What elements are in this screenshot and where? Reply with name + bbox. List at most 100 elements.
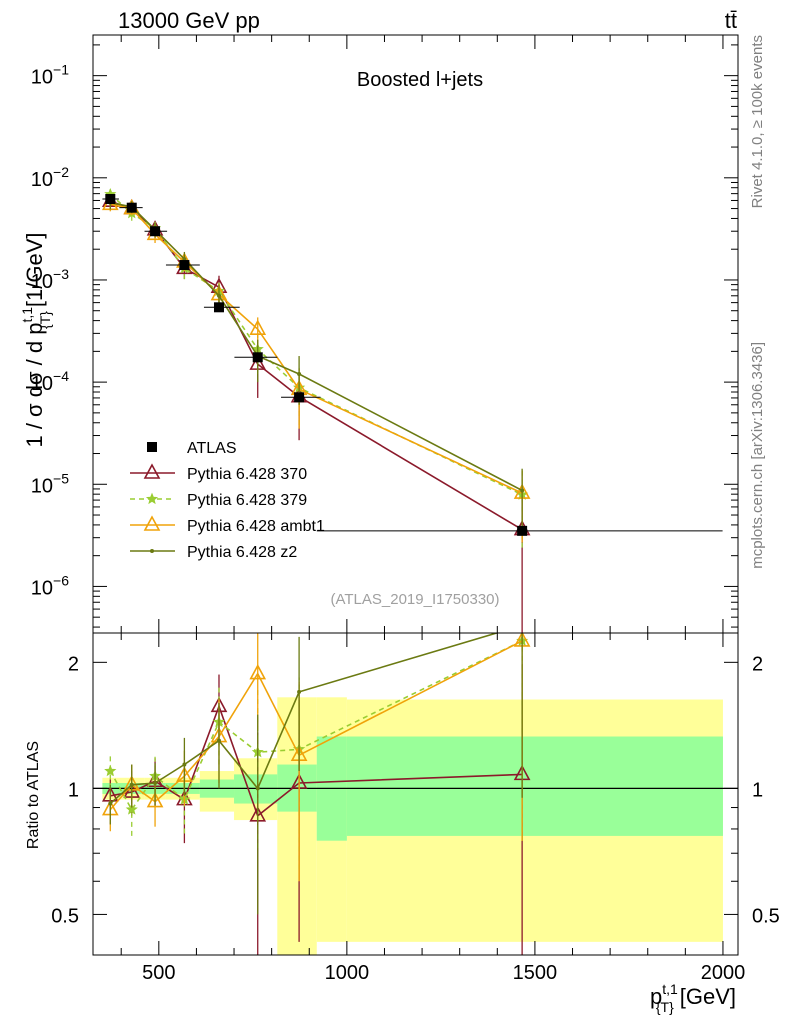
ratio-y-tick-label-right: 2 [752,653,763,675]
ratio-marker [249,663,267,680]
main-y-tick-exp: −4 [53,368,69,384]
x-axis-label-unit: [GeV] [680,984,736,1009]
main-y-tick-exp: −2 [53,164,69,180]
main-y-tick-label: 10−1 [31,62,69,89]
ratio-line [109,633,500,805]
y-axis-label-sup: t,1 [19,307,35,323]
series-marker [297,372,302,377]
data-point [294,392,305,403]
series-marker [216,293,221,298]
ratio-marker [216,738,221,743]
legend-label: Pythia 6.428 z2 [187,544,297,561]
main-axes: 10−110−210−310−410−510−6 [31,35,738,633]
main-y-tick-base: 10 [31,373,53,395]
ratio-y-tick-label: 0.5 [51,905,79,927]
series-marker [249,319,267,335]
main-y-tick-exp: −3 [53,266,69,282]
main-y-tick-label: 10−4 [31,368,69,395]
main-y-tick-base: 10 [31,577,53,599]
header-left-title: 13000 GeV pp [118,8,260,33]
x-tick-label: 500 [142,962,175,984]
ratio-marker [104,764,117,777]
x-axis-label-sup: t,1 [662,981,678,997]
ratio-y-tick-label: 1 [68,779,79,801]
analysis-watermark: (ATLAS_2019_I1750330) [330,591,499,608]
y-axis-label: 1 / σ dσ / d pt,1 {T} [1/GeV] [19,232,53,447]
series-0 [101,191,531,633]
x-tick-label: 1000 [325,962,370,984]
ratio-line [109,640,523,811]
rivet-label: Rivet 4.1.0, ≥ 100k events [749,35,766,208]
data-point [126,202,137,213]
legend: ATLAS Pythia 6.428 370 Pythia 6.428 379 Pyt… [130,440,325,561]
data-points [102,194,723,536]
ratio-marker [297,689,302,694]
data-point [105,194,116,205]
main-y-tick-exp: −5 [53,470,69,486]
ratio-marker [153,780,158,785]
mcplots-label: mcplots.cern.ch [arXiv:1306.3436] [749,342,766,569]
x-axis-label-sub: {T} [656,999,674,1015]
ratio-panel: 2 2 1 1 0.5 0.5 500 1000 1500 2000 Ratio to ATLAS… [25,632,780,1015]
main-y-tick-exp: −6 [53,572,69,588]
ratio-marker [125,803,138,815]
ratio-y-tick-label-right: 1 [752,779,763,801]
legend-data-marker [147,442,157,452]
series-line [110,201,523,492]
ratio-marker [146,791,164,808]
series-2 [101,194,531,543]
ratio-axes: 2 2 1 1 0.5 0.5 500 1000 1500 2000 [51,633,780,984]
ratio-y-tick-label: 2 [68,653,79,675]
x-axis-label-main: p [650,984,662,1009]
band-inner [346,736,723,836]
main-title: Boosted l+jets [357,69,483,91]
y-axis-label-main: 1 / σ dσ / d p [22,323,47,448]
legend-marker [143,515,161,531]
series-line [109,193,523,496]
band-outer [277,697,317,955]
ratio-series [101,633,531,955]
header-right-title: tt̄ [725,8,737,33]
ratio-marker [182,762,187,767]
main-y-tick-label: 10−5 [31,470,69,497]
ratio-marker [108,801,113,806]
main-y-tick-base: 10 [31,67,53,89]
data-point [179,260,190,271]
main-y-tick-exp: −1 [53,62,69,78]
main-y-tick-label: 10−6 [31,572,69,599]
main-y-tick-label: 10−3 [31,266,69,293]
main-y-tick-base: 10 [31,169,53,191]
data-point [517,525,528,536]
legend-label: ATLAS [187,440,237,457]
ratio-frame [92,632,739,956]
data-point [213,302,224,313]
legend-marker [150,549,154,553]
x-axis-label: pt,1 {T} [GeV] [650,981,736,1015]
y-axis-label-unit: [1/GeV] [22,232,47,307]
ratio-y-tick-label-right: 0.5 [752,905,780,927]
uncertainty-bands [93,697,738,955]
legend-label: Pythia 6.428 379 [187,492,307,509]
ratio-marker [255,786,260,791]
x-tick-label: 2000 [701,962,746,984]
legend-label: Pythia 6.428 370 [187,466,307,483]
y-axis-label-sub: {T} [37,311,53,329]
ratio-marker [129,782,134,787]
ratio-line [109,640,523,812]
data-point [252,352,263,363]
ratio-series-clipped [101,633,531,955]
ratio-y-label: Ratio to ATLAS [25,741,42,849]
legend-marker [143,463,161,479]
main-series [101,187,723,633]
x-tick-label: 1500 [513,962,558,984]
main-y-tick-base: 10 [31,271,53,293]
main-panel: Boosted l+jets (ATLAS_2019_I1750330) 10−… [19,34,739,634]
ratio-series-3 [108,633,523,915]
legend-label: Pythia 6.428 ambt1 [187,518,325,535]
main-y-tick-label: 10−2 [31,164,69,191]
data-point [150,226,161,237]
legend-marker [145,492,159,505]
main-y-tick-base: 10 [31,475,53,497]
series-3 [108,196,525,535]
